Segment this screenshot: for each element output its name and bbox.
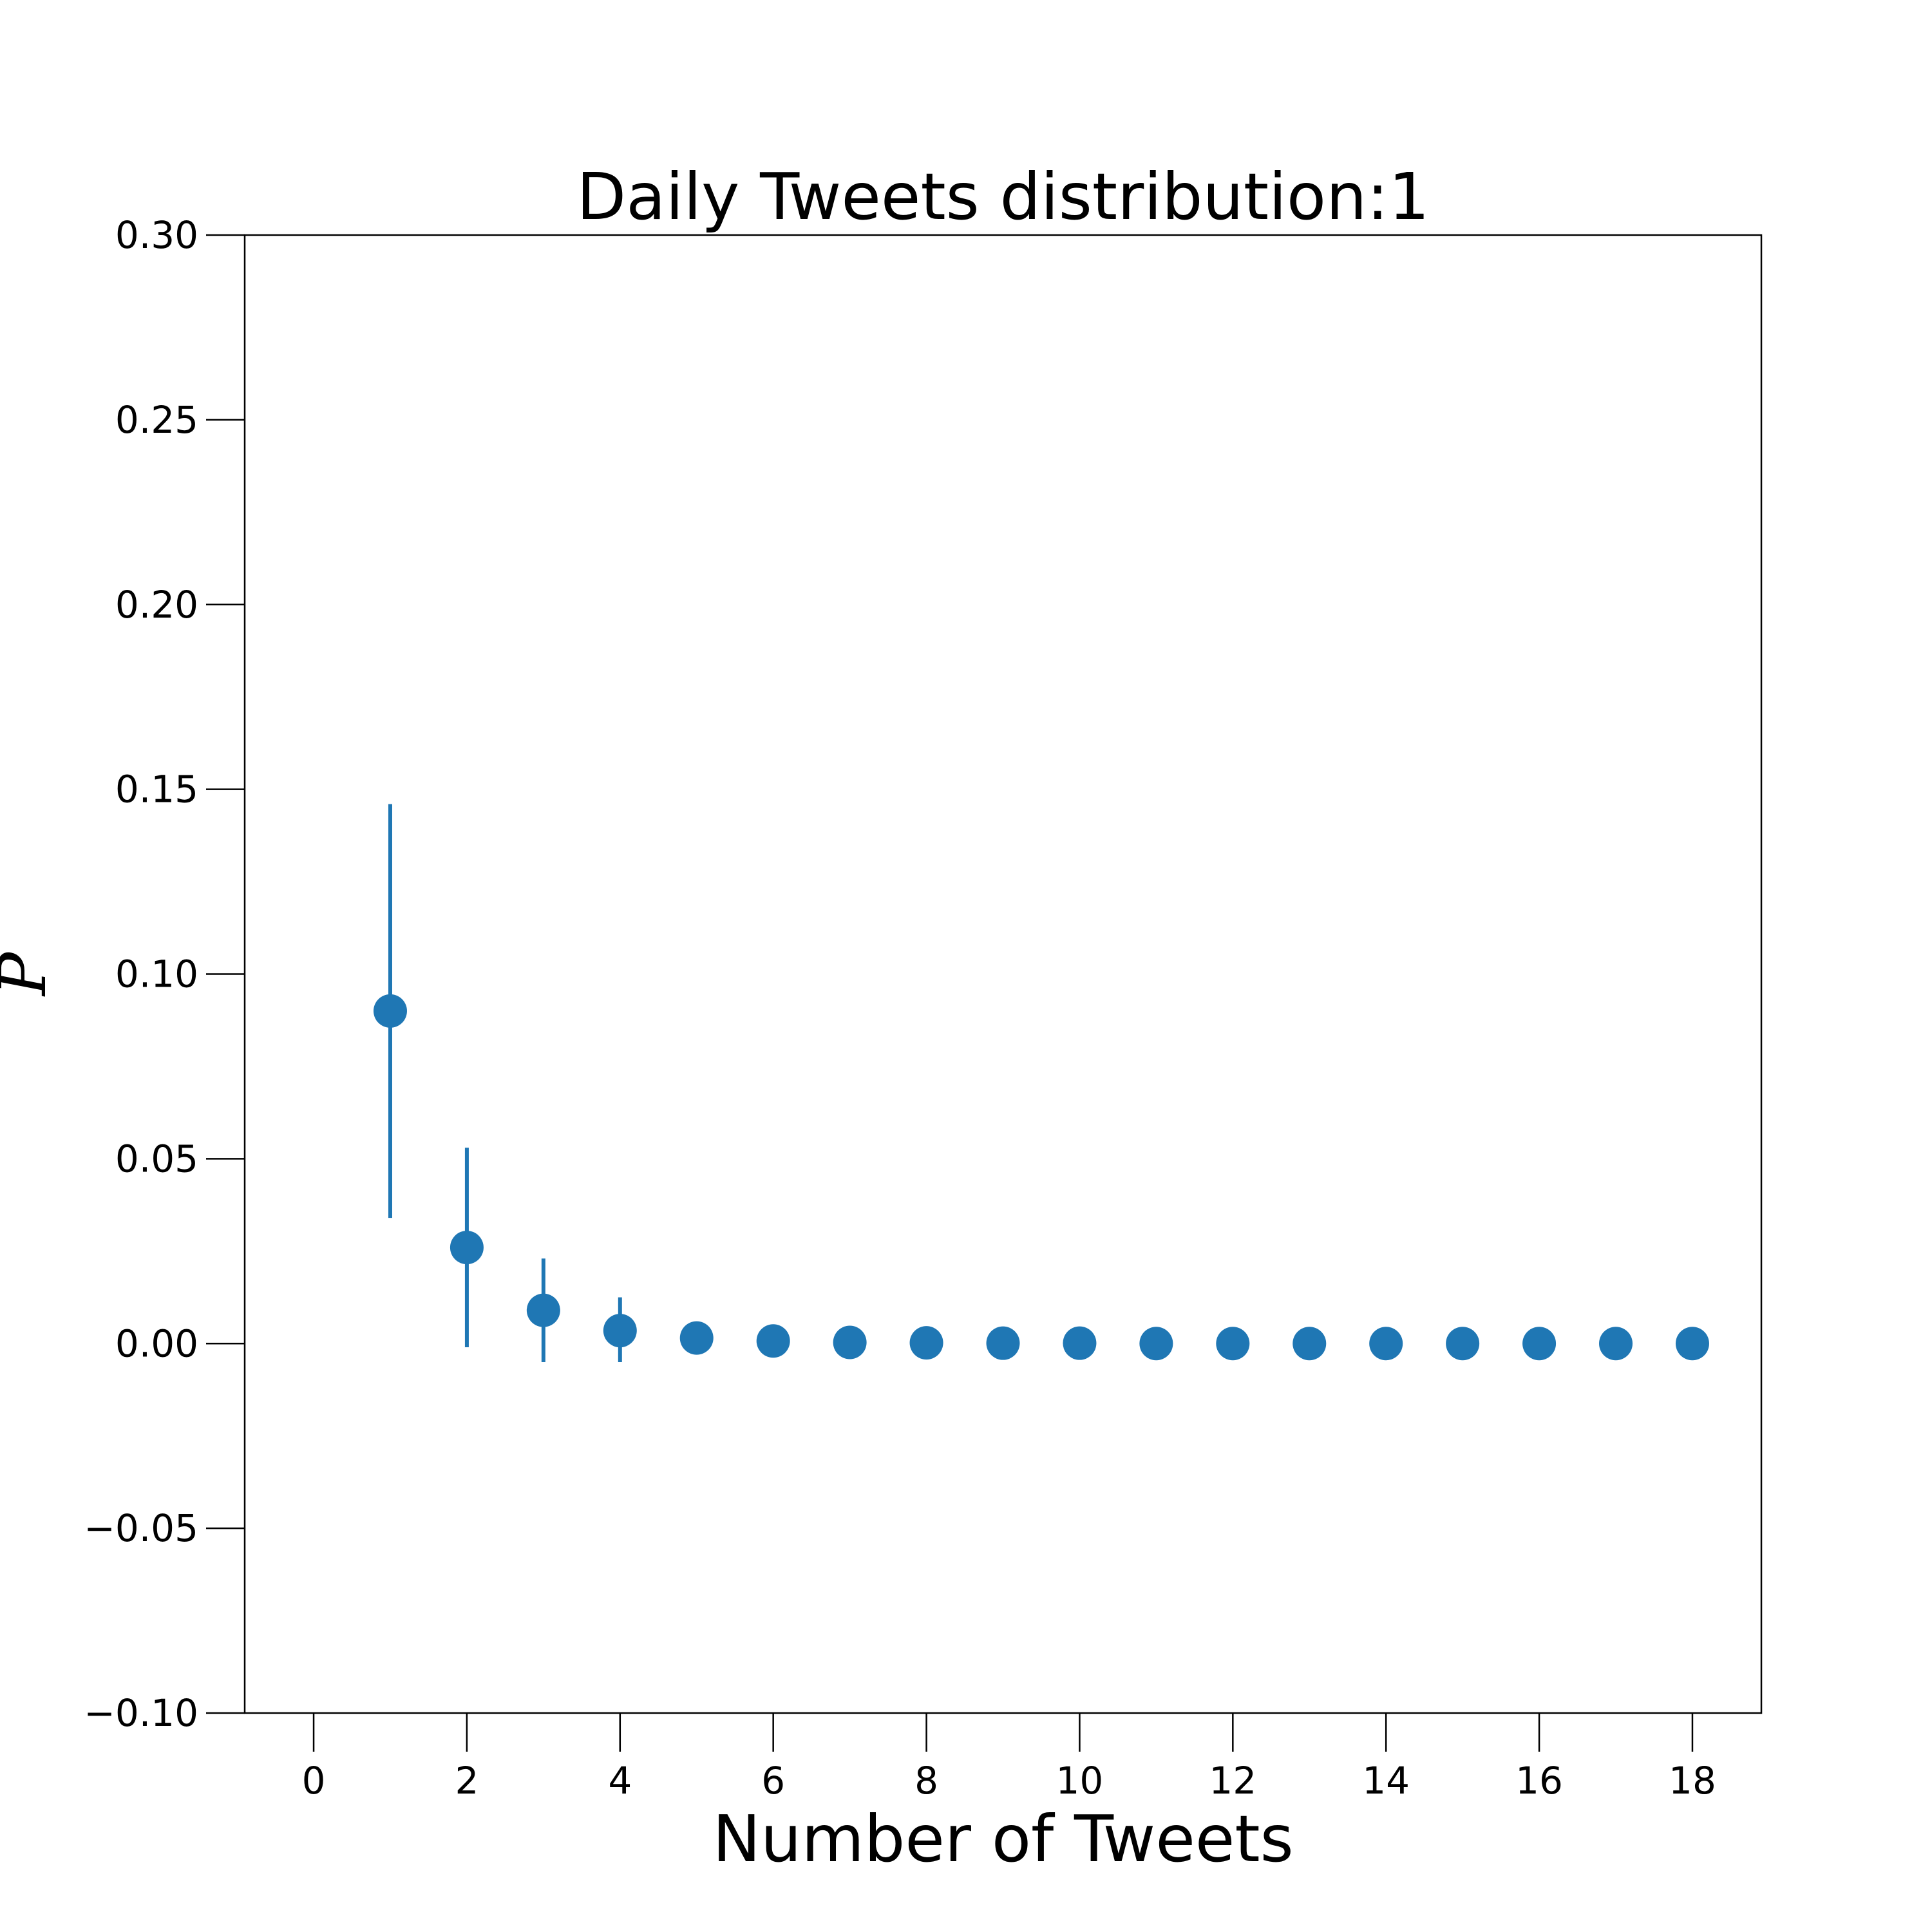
- data-point: [1063, 1326, 1097, 1360]
- data-points: [373, 994, 1709, 1361]
- data-point: [909, 1326, 943, 1360]
- data-point: [1369, 1327, 1403, 1361]
- error-bars: [388, 804, 1235, 1362]
- y-tick-label: −0.05: [84, 1506, 198, 1550]
- x-tick-label: 0: [302, 1759, 326, 1803]
- data-point: [450, 1231, 484, 1265]
- data-point: [833, 1325, 867, 1359]
- x-tick-label: 4: [608, 1759, 632, 1803]
- y-tick-label: 0.10: [115, 952, 198, 996]
- x-tick-label: 6: [761, 1759, 785, 1803]
- data-point: [1522, 1327, 1557, 1361]
- data-point: [1599, 1327, 1633, 1361]
- data-point: [679, 1321, 714, 1355]
- y-axis: −0.10 −0.05 0.00 0.05 0.10 0.15 0.20 0.25 0.30: [84, 213, 245, 1735]
- y-axis-title: P: [0, 951, 61, 997]
- x-axis-title: Number of Tweets: [712, 1801, 1293, 1877]
- data-point: [1139, 1327, 1173, 1361]
- x-tick-label: 12: [1209, 1759, 1256, 1803]
- data-point: [1675, 1327, 1709, 1361]
- plot-frame: [243, 234, 1763, 1714]
- x-tick-label: 16: [1515, 1759, 1563, 1803]
- data-point: [986, 1326, 1020, 1360]
- data-point: [1293, 1327, 1327, 1361]
- y-tick-label: 0.15: [115, 768, 198, 811]
- chart-title: Daily Tweets distribution:1: [576, 159, 1429, 234]
- y-tick-label: 0.30: [115, 213, 198, 257]
- y-tick-label: 0.00: [115, 1321, 198, 1365]
- x-tick-label: 14: [1362, 1759, 1410, 1803]
- y-tick-label: 0.05: [115, 1137, 198, 1180]
- data-point: [1446, 1327, 1480, 1361]
- y-tick-label: −0.10: [84, 1691, 198, 1735]
- y-tick-label: 0.20: [115, 583, 198, 627]
- x-tick-label: 18: [1669, 1759, 1716, 1803]
- data-point: [373, 994, 407, 1028]
- x-tick-label: 10: [1056, 1759, 1104, 1803]
- x-tick-label: 2: [455, 1759, 478, 1803]
- data-point: [526, 1293, 560, 1327]
- x-tick-label: 8: [914, 1759, 938, 1803]
- data-point: [756, 1324, 790, 1358]
- data-point: [603, 1314, 637, 1348]
- data-point: [1216, 1327, 1250, 1361]
- y-tick-label: 0.25: [115, 398, 198, 442]
- x-axis: 0 2 4 6 8 10 12 14 16 18: [302, 1713, 1716, 1803]
